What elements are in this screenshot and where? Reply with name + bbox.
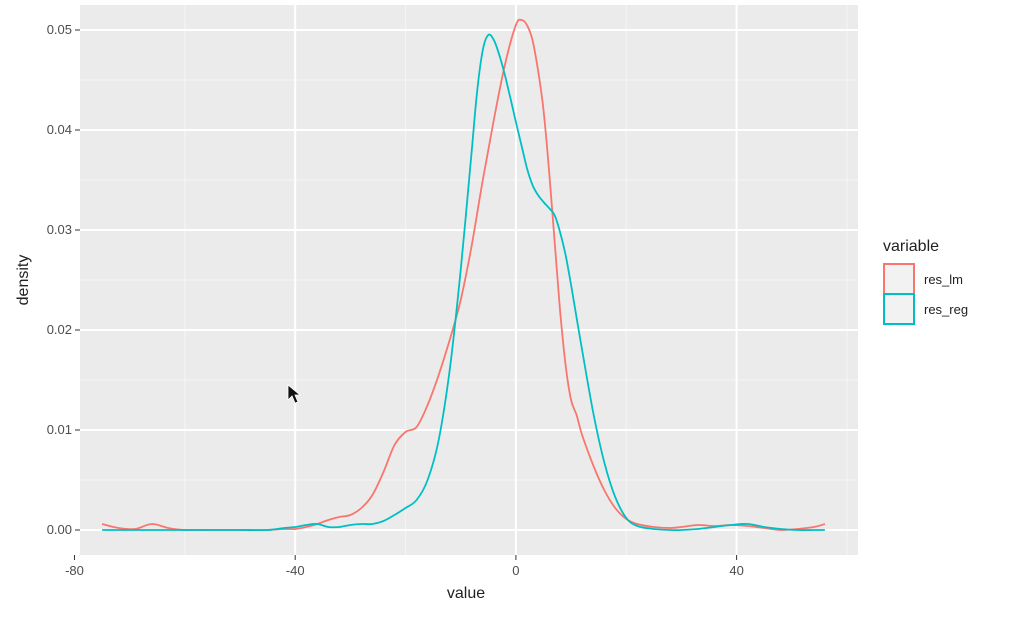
y-tick-label: 0.01 [47,422,72,437]
series-layer [101,18,826,532]
legend-key-res-reg [883,293,915,325]
series-line-res-lm [101,18,826,532]
legend-label-res-reg: res_reg [924,302,968,317]
y-tick-label: 0.04 [47,122,72,137]
x-axis-title: value [447,585,485,602]
x-tick-label: -40 [286,563,305,578]
x-axis-ticks: -80 -40 0 40 [65,555,744,578]
legend-items: res_lm res_reg [883,263,968,325]
mouse-cursor-icon [287,384,302,404]
series-line-res-reg [102,33,825,532]
legend-label-res-lm: res_lm [924,272,963,287]
y-axis-ticks: 0.00 0.01 0.02 0.03 0.04 0.05 [47,22,80,537]
y-tick-label: 0.03 [47,222,72,237]
legend-title: variable [883,238,939,255]
x-tick-label: 40 [729,563,743,578]
y-tick-label: 0.02 [47,322,72,337]
legend: variable res_lm res_reg [883,238,968,325]
y-axis-title: density [15,255,32,306]
minor-gridlines [80,5,858,555]
y-tick-label: 0.00 [47,522,72,537]
x-tick-label: 0 [512,563,519,578]
x-tick-label: -80 [65,563,84,578]
y-tick-label: 0.05 [47,22,72,37]
major-gridlines [73,5,858,555]
legend-key-res-lm [883,263,915,295]
